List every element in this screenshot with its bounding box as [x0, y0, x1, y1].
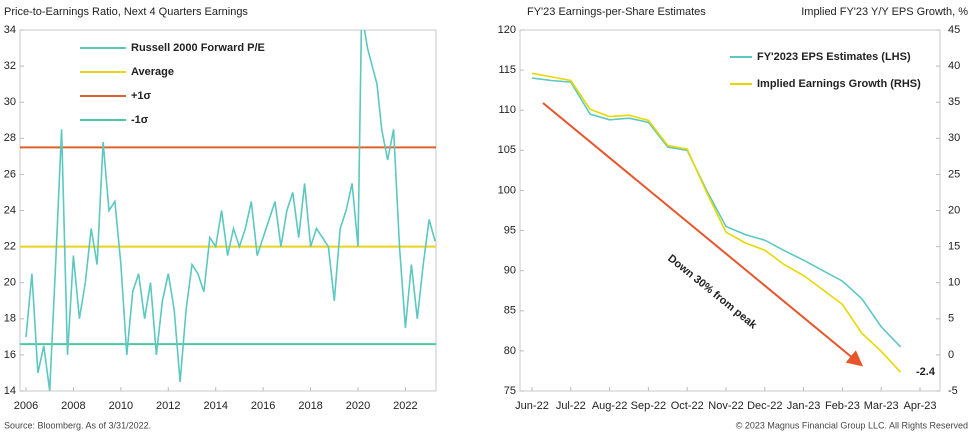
y-tick-label: 85 [504, 305, 516, 317]
y2-tick-label: 20 [948, 204, 960, 216]
series-line [531, 77, 902, 348]
x-tick-label: Jan-23 [787, 400, 821, 412]
y-tick-label: 120 [498, 24, 516, 36]
x-tick-label: Apr-23 [903, 400, 936, 412]
x-tick-label: Dec-22 [747, 400, 782, 412]
annotation: Down 30% from peak [665, 252, 759, 332]
x-tick-label: Nov-22 [708, 400, 743, 412]
y2-tick-label: 35 [948, 96, 960, 108]
y-tick-label: 20 [4, 277, 16, 289]
y-tick-label: 16 [4, 349, 16, 361]
x-tick-label: Jul-22 [556, 400, 586, 412]
legend-label: Average [131, 66, 174, 78]
chart-title: Price-to-Earnings Ratio, Next 4 Quarters… [4, 6, 248, 18]
x-tick-label: Oct-22 [671, 400, 704, 412]
x-tick-label: Feb-23 [825, 400, 860, 412]
legend-label: Russell 2000 Forward P/E [131, 42, 265, 54]
x-tick-label: Mar-23 [864, 400, 899, 412]
x-tick-label: 2016 [251, 400, 275, 412]
x-tick-label: 2020 [346, 400, 370, 412]
source-note: Source: Bloomberg. As of 3/31/2022. [4, 420, 151, 430]
legend-box [726, 44, 898, 98]
plot-area [20, 30, 436, 391]
series-line [531, 72, 902, 373]
x-tick-label: 2014 [203, 400, 227, 412]
y-tick-label: 28 [4, 132, 16, 144]
y2-tick-label: 30 [948, 132, 960, 144]
x-tick-label: 2006 [14, 400, 38, 412]
y2-tick-label: 15 [948, 241, 960, 253]
value-label: -2.4 [916, 366, 936, 378]
y2-tick-label: 10 [948, 277, 960, 289]
y2-axis-title: Implied FY'23 Y/Y EPS Growth, % [801, 6, 968, 18]
y2-tick-label: 40 [948, 60, 960, 72]
y-tick-label: 80 [504, 345, 516, 357]
plot-frame [19, 29, 437, 392]
legend-label: FY'2023 EPS Estimates (LHS) [757, 51, 911, 63]
x-tick-label: Aug-22 [592, 400, 627, 412]
x-tick-label: Sep-22 [631, 400, 666, 412]
y-tick-label: 32 [4, 60, 16, 72]
x-tick-label: 2010 [109, 400, 133, 412]
y-tick-label: 18 [4, 313, 16, 325]
y2-tick-label: 0 [948, 349, 954, 361]
y-tick-label: 95 [504, 224, 516, 236]
x-tick-label: 2008 [61, 400, 85, 412]
y-tick-label: 34 [4, 24, 16, 36]
plot-area [531, 72, 902, 373]
y2-tick-label: 5 [948, 313, 954, 325]
y-tick-label: 110 [498, 104, 516, 116]
y2-tick-label: -5 [948, 385, 958, 397]
y2-tick-label: 25 [948, 168, 960, 180]
copyright: © 2023 Magnus Financial Group LLC. All R… [736, 420, 968, 430]
y-tick-label: 115 [498, 64, 516, 76]
x-tick-label: Jun-22 [515, 400, 549, 412]
y-tick-label: 100 [498, 184, 516, 196]
x-tick-label: 2018 [298, 400, 322, 412]
chart-title: FY'23 Earnings-per-Share Estimates [527, 6, 706, 18]
y-tick-label: 90 [504, 265, 516, 277]
y-tick-label: 30 [4, 96, 16, 108]
legend-label: Implied Earnings Growth (RHS) [757, 78, 921, 90]
y-tick-label: 75 [504, 385, 516, 397]
y2-tick-label: 45 [948, 24, 960, 36]
annotation-arrow [542, 102, 864, 367]
y-tick-label: 26 [4, 168, 16, 180]
series-line [25, 30, 436, 391]
legend-label: -1σ [131, 114, 149, 126]
y-tick-label: 24 [4, 204, 16, 216]
y-tick-label: 14 [4, 385, 16, 397]
legend-label: +1σ [131, 90, 152, 102]
y-tick-label: 105 [498, 144, 516, 156]
y-tick-label: 22 [4, 241, 16, 253]
x-tick-label: 2022 [393, 400, 417, 412]
x-tick-label: 2012 [156, 400, 180, 412]
